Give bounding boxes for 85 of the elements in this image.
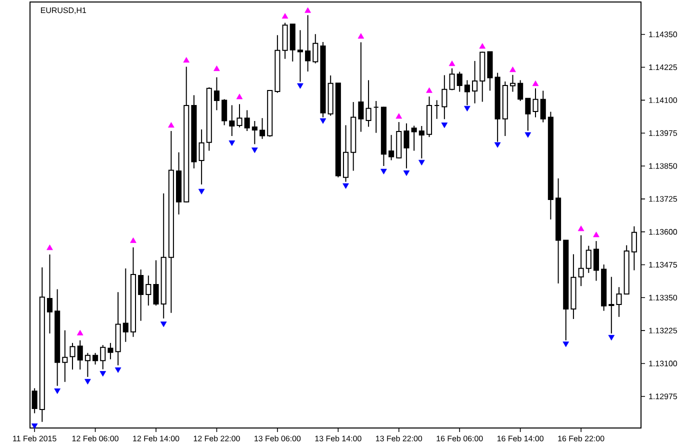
candlestick (222, 98, 228, 126)
point (31, 423, 38, 429)
candlestick (593, 240, 600, 282)
candlestick (62, 330, 68, 382)
point (198, 188, 205, 194)
candlestick (510, 74, 516, 92)
candlestick (92, 352, 98, 366)
point (358, 33, 364, 39)
candlestick (84, 352, 90, 378)
point (510, 66, 516, 72)
point (100, 371, 106, 377)
point (236, 94, 243, 100)
candlestick (305, 14, 311, 72)
point (114, 367, 122, 373)
point (130, 237, 136, 243)
point (403, 170, 410, 176)
candlestick (631, 226, 637, 271)
point (160, 322, 167, 328)
point (608, 334, 615, 340)
candlestick (411, 125, 417, 152)
candlestick (358, 42, 364, 132)
point (342, 183, 349, 189)
candlestick (525, 98, 531, 132)
point (320, 118, 326, 124)
candlestick (404, 122, 410, 169)
point (168, 122, 174, 128)
candlestick (442, 74, 448, 120)
candlestick (366, 80, 372, 128)
candlestick (532, 88, 538, 118)
candlestick (259, 118, 266, 140)
point (228, 140, 236, 146)
candlestick (138, 268, 144, 322)
point (380, 168, 387, 174)
point (593, 232, 600, 238)
point (54, 388, 60, 394)
candlestick (77, 340, 83, 370)
candlestick (418, 125, 424, 159)
point (297, 83, 304, 89)
candlestick (312, 34, 318, 64)
point (479, 43, 486, 49)
candlestick (297, 30, 303, 82)
point (494, 142, 501, 148)
candlestick (236, 104, 242, 128)
point (578, 226, 584, 232)
candlestick (153, 260, 159, 306)
point (426, 87, 432, 93)
point (183, 57, 190, 63)
candlestick (464, 80, 470, 106)
candlestick (578, 234, 584, 287)
candlestick (472, 60, 478, 104)
candlestick (100, 344, 106, 370)
candlestick (252, 120, 258, 145)
candlestick (108, 342, 114, 360)
candlestick (586, 245, 592, 274)
point (252, 148, 258, 154)
point (304, 7, 311, 13)
point (524, 132, 532, 138)
point (46, 244, 53, 250)
point (464, 106, 470, 112)
candlestick (70, 342, 76, 370)
point (282, 13, 288, 19)
candlestick (244, 110, 250, 132)
candlestick (198, 128, 204, 185)
point (396, 113, 402, 119)
point (418, 160, 425, 166)
point (532, 80, 539, 86)
candlestick (214, 76, 220, 111)
candlestick (540, 90, 546, 123)
point (214, 66, 220, 72)
candlestick (608, 276, 614, 334)
point (448, 60, 456, 66)
point (441, 122, 448, 128)
candlestick (434, 100, 440, 120)
candlestick (449, 68, 455, 91)
candlestick (373, 100, 379, 134)
candlestick (46, 254, 53, 334)
candlestick (388, 134, 394, 161)
candlestick (518, 80, 524, 102)
candlestick (456, 71, 462, 92)
candlestick (122, 268, 128, 342)
candlestick (146, 275, 152, 306)
candlestick (229, 104, 235, 136)
point (562, 342, 570, 348)
point (84, 378, 91, 384)
candlestick (616, 286, 622, 318)
